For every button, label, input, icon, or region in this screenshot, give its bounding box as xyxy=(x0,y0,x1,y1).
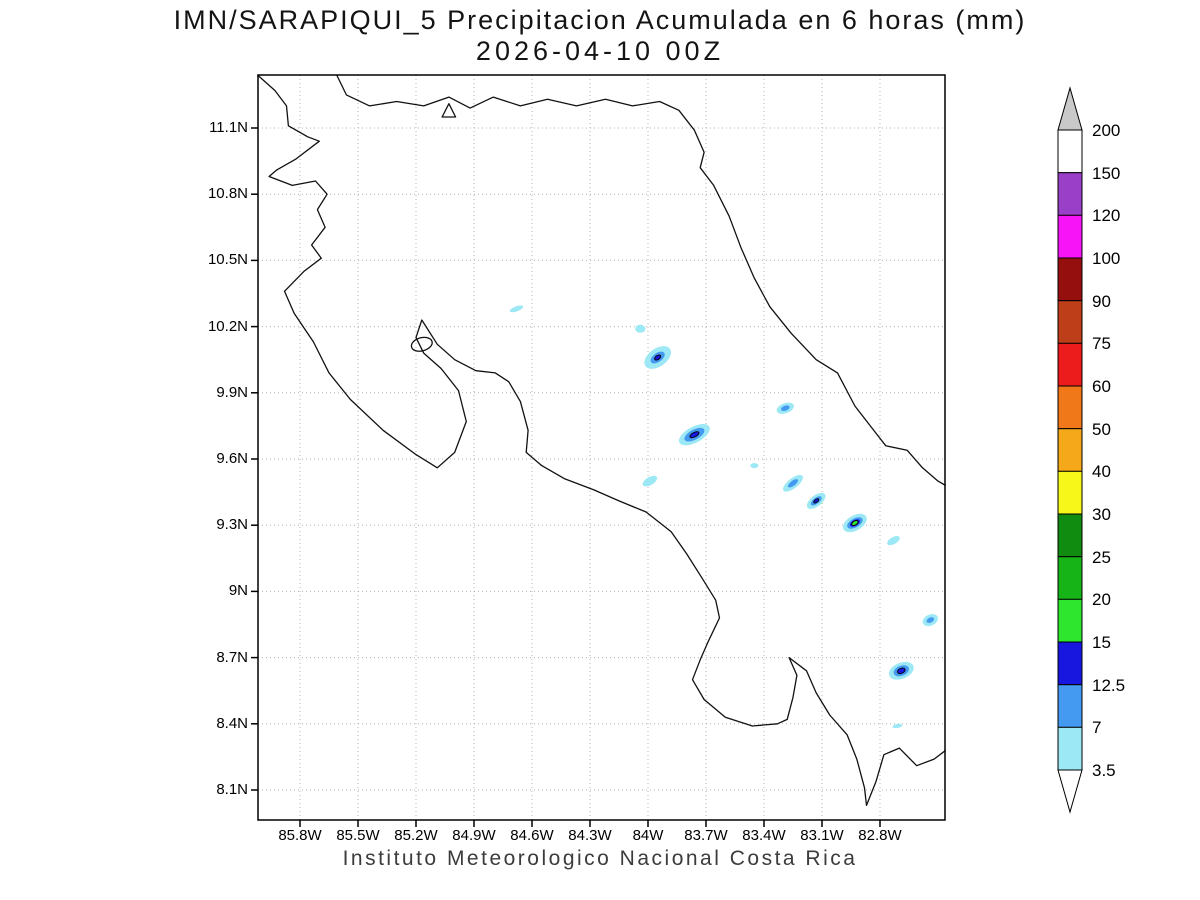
lat-tick-label: 9N xyxy=(228,582,248,600)
colorbar-tick-label: 150 xyxy=(1092,164,1121,183)
plot-border xyxy=(257,74,946,821)
colorbar-band xyxy=(1057,641,1083,686)
lon-tick-label: 83.7W xyxy=(684,827,728,844)
precip-cell xyxy=(509,305,524,313)
colorbar-tick-label: 200 xyxy=(1092,121,1121,140)
lat-tick-label: 8.1N xyxy=(216,781,248,798)
colorbar-tick-label: 120 xyxy=(1092,206,1121,225)
precip-cell xyxy=(788,479,798,488)
lon-tick-label: 84W xyxy=(632,827,664,844)
lon-tick-label: 85.2W xyxy=(394,827,438,844)
lon-tick-label: 85.8W xyxy=(278,827,322,844)
colorbar-band xyxy=(1057,129,1083,174)
precip-cell xyxy=(892,723,903,729)
lon-tick-label: 84.3W xyxy=(568,827,612,844)
lat-tick-label: 10.8N xyxy=(207,185,248,203)
plot-title: IMN/SARAPIQUI_5 Precipitacion Acumulada … xyxy=(173,5,1027,35)
colorbar-tick-label: 50 xyxy=(1092,420,1111,439)
precip-cell xyxy=(635,324,646,333)
colorbar-scale xyxy=(1057,86,1083,814)
colorbar-tick-label: 90 xyxy=(1092,292,1111,311)
grid-lines xyxy=(258,75,945,820)
colorbar-band xyxy=(1057,385,1083,430)
colorbar-tick-label: 30 xyxy=(1092,505,1111,524)
lon-tick-label: 82.8W xyxy=(858,827,902,844)
lon-tick-label: 83.4W xyxy=(742,827,786,844)
footer-caption: Instituto Meteorologico Nacional Costa R… xyxy=(342,847,858,870)
colorbar-band xyxy=(1057,428,1083,472)
lon-tick-label: 84.6W xyxy=(510,827,554,844)
colorbar-tick-label: 20 xyxy=(1092,590,1111,609)
coastline xyxy=(257,74,947,807)
lat-tick-label: 8.7N xyxy=(216,648,248,666)
colorbar-below-min xyxy=(1057,769,1083,814)
precip-cell xyxy=(750,463,759,469)
lat-tick-label: 9.6N xyxy=(216,450,248,467)
colorbar-tick-label: 3.5 xyxy=(1092,761,1116,780)
precipitation-cells xyxy=(509,305,938,729)
colorbar-band xyxy=(1057,342,1083,387)
lat-tick-label: 10.5N xyxy=(207,251,248,269)
lon-tick-label: 83.1W xyxy=(800,827,844,844)
lat-tick-label: 9.9N xyxy=(216,383,248,401)
colorbar-band xyxy=(1057,172,1083,216)
colorbar-band xyxy=(1057,214,1083,259)
colorbar-band xyxy=(1057,300,1083,344)
precip-cell xyxy=(926,617,935,623)
lake-island xyxy=(441,103,457,118)
precip-cell xyxy=(654,354,662,361)
precip-cell xyxy=(851,520,859,526)
colorbar-band xyxy=(1057,556,1083,600)
precip-cell xyxy=(887,535,900,546)
colorbar-tick-label: 15 xyxy=(1092,633,1111,652)
precip-cell xyxy=(689,431,700,439)
colorbar-band xyxy=(1057,470,1083,515)
plot-subtitle: 2026-04-10 00Z xyxy=(475,36,725,66)
lon-tick-label: 85.5W xyxy=(336,827,380,844)
lat-tick-label: 11.1N xyxy=(209,119,248,136)
colorbar-band xyxy=(1057,726,1083,771)
colorbar-tick-label: 12.5 xyxy=(1092,676,1126,695)
colorbar-tick-label: 40 xyxy=(1092,462,1111,481)
gulf-island xyxy=(410,336,433,352)
colorbar-above-max xyxy=(1057,86,1083,131)
lat-tick-label: 10.2N xyxy=(207,317,248,335)
colorbar-tick-label: 100 xyxy=(1092,249,1121,268)
colorbar-band xyxy=(1057,257,1083,302)
colorbar-band xyxy=(1057,684,1083,728)
axis-ticks xyxy=(251,127,881,827)
colorbar-tick-label: 7 xyxy=(1092,718,1102,737)
colorbar-tick-label: 25 xyxy=(1092,548,1111,567)
precip-cell xyxy=(780,405,790,412)
precip-cell xyxy=(642,475,658,487)
lat-tick-label: 8.4N xyxy=(216,714,248,732)
colorbar-tick-label: 75 xyxy=(1092,334,1111,353)
lon-tick-label: 84.9W xyxy=(452,827,496,844)
colorbar-tick-label: 60 xyxy=(1092,377,1111,396)
precip-cell xyxy=(897,667,906,675)
colorbar-band xyxy=(1057,513,1083,558)
colorbar-band xyxy=(1057,598,1083,643)
lat-tick-label: 9.3N xyxy=(216,516,248,534)
precip-cell xyxy=(813,498,820,504)
